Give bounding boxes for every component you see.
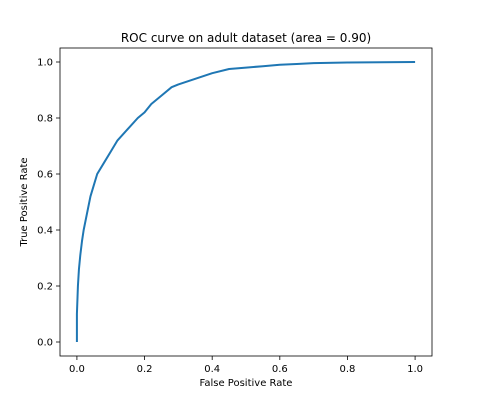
x-tick-label: 0.4: [204, 364, 220, 375]
roc-curve-line: [75, 61, 416, 342]
y-tick-label: 1.0: [37, 58, 53, 69]
y-tick-label: 0.0: [37, 338, 53, 349]
axis-ticks: 0.0 0.2 0.4 0.6 0.8 1.0 0.0 0.2 0.4 0.6 0.8 1.0: [37, 58, 423, 376]
y-tick-label: 0.6: [37, 170, 53, 181]
x-tick-label: 0.6: [272, 364, 288, 375]
x-axis-label: False Positive Rate: [200, 378, 293, 389]
x-tick-label: 0.8: [340, 364, 356, 375]
y-axis-label: True Positive Rate: [19, 157, 30, 247]
plot-area: [75, 61, 416, 342]
x-tick-label: 0.2: [137, 364, 153, 375]
plot-frame: [59, 47, 433, 357]
chart-title: ROC curve on adult dataset (area = 0.90): [121, 31, 371, 45]
y-tick-label: 0.8: [37, 114, 53, 125]
x-tick-label: 1.0: [407, 364, 423, 375]
y-tick-label: 0.4: [37, 226, 53, 237]
y-tick-label: 0.2: [37, 282, 53, 293]
x-tick-label: 0.0: [69, 364, 85, 375]
